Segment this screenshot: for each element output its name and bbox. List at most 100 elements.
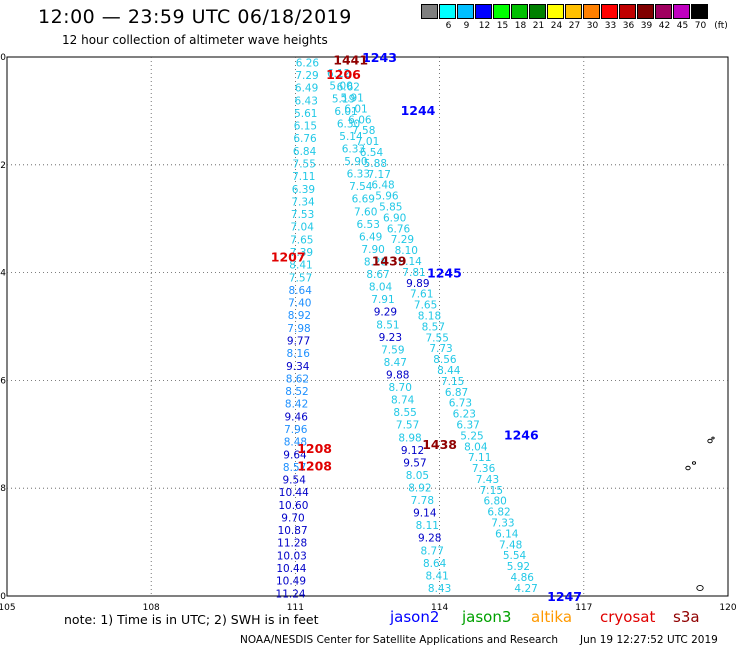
wave-height-value: 9.54 <box>283 475 307 487</box>
legend-item-altika: altika <box>531 608 573 626</box>
wave-height-value: 7.59 <box>381 344 404 356</box>
pass-time-label: 1244 <box>401 103 436 118</box>
wave-height-value: 8.51 <box>376 319 399 331</box>
wave-height-value: 7.96 <box>284 424 308 436</box>
legend-item-jason3: jason3 <box>462 608 512 626</box>
color-swatch <box>673 4 690 19</box>
wave-height-value: 6.54 <box>360 147 384 159</box>
wave-height-value: 6.33 <box>347 169 370 181</box>
island-outline <box>691 461 697 465</box>
color-scale-label: 33 <box>604 21 617 31</box>
wave-height-value: 8.64 <box>423 558 447 570</box>
color-swatch <box>691 4 708 19</box>
color-swatch <box>583 4 600 19</box>
longitude-tick-label: 114 <box>431 603 448 613</box>
wave-height-value: 6.80 <box>483 496 506 508</box>
wave-height-value: 8.67 <box>366 269 389 281</box>
wave-height-value: 7.58 <box>352 125 375 137</box>
wave-height-value: 9.70 <box>281 512 304 524</box>
wave-height-value: 7.60 <box>354 206 377 218</box>
island-outline <box>696 584 704 592</box>
wave-height-value: 6.33 <box>342 143 365 155</box>
wave-height-value: 9.64 <box>283 449 307 461</box>
color-swatch <box>493 4 510 19</box>
wave-height-value: 8.05 <box>406 470 429 482</box>
color-scale-label: 39 <box>640 21 653 31</box>
wave-height-value: 8.74 <box>391 395 415 407</box>
wave-height-value: 7.90 <box>361 244 384 256</box>
wave-height-value: 7.78 <box>411 495 434 507</box>
wave-height-value: 10.03 <box>277 550 307 562</box>
wave-height-value: 8.56 <box>433 354 457 366</box>
color-scale-label: 9 <box>463 21 470 31</box>
wave-height-value: 6.26 <box>296 57 320 69</box>
wave-height-value: 6.84 <box>293 146 317 158</box>
footer-timestamp: Jun 19 12:27:52 UTC 2019 <box>580 634 718 646</box>
wave-height-value: 10.44 <box>279 487 309 499</box>
wave-height-value: 5.90 <box>344 156 367 168</box>
map-frame <box>6 56 729 597</box>
wave-height-value: 9.14 <box>413 508 437 520</box>
wave-height-value: 6.87 <box>445 387 468 399</box>
island-outline <box>685 465 691 471</box>
wave-height-value: 6.15 <box>294 121 317 133</box>
wave-height-value: 5.96 <box>375 191 399 203</box>
pass-time-label: 1208 <box>297 441 332 456</box>
wave-height-value: 5.85 <box>379 202 402 214</box>
wave-height-value: 5.61 <box>294 108 317 120</box>
longitude-tick-label: 117 <box>575 603 592 613</box>
wave-height-value: 6.82 <box>487 507 510 519</box>
wave-height-value: 8.70 <box>389 382 412 394</box>
wave-height-value: 8.14 <box>398 256 422 268</box>
latitude-tick-label: -12 <box>0 161 6 171</box>
pass-time-label: 1206 <box>326 67 361 82</box>
wave-height-value: 9.77 <box>287 335 310 347</box>
wave-height-value: 6.76 <box>387 223 411 235</box>
wave-height-value: 7.17 <box>368 169 391 181</box>
wave-height-value: 7.57 <box>289 272 312 284</box>
wave-height-value: 6.01 <box>334 106 357 118</box>
color-scale-unit: (ft) <box>714 21 728 31</box>
longitude-tick-label: 120 <box>719 603 736 613</box>
footer-credit: NOAA/NESDIS Center for Satellite Applica… <box>240 634 558 646</box>
wave-height-value: 8.92 <box>408 482 431 494</box>
wave-height-value: 8.42 <box>285 399 308 411</box>
wave-height-value: 7.55 <box>426 332 449 344</box>
wave-height-value: 10.44 <box>276 563 306 575</box>
wave-height-value: 9.34 <box>286 361 310 373</box>
pass-time-label: 1207 <box>271 249 306 264</box>
wave-height-value: 7.91 <box>371 294 394 306</box>
wave-height-value: 6.06 <box>348 114 372 126</box>
wave-height-value: 8.11 <box>416 520 439 532</box>
color-swatch <box>529 4 546 19</box>
wave-height-value: 8.43 <box>428 583 451 595</box>
wave-height-value: 5.14 <box>339 131 363 143</box>
color-scale-label: 30 <box>586 21 599 31</box>
wave-height-value: 6.30 <box>337 118 360 130</box>
wave-height-value: 8.16 <box>287 348 311 360</box>
color-scale-label: 15 <box>496 21 509 31</box>
longitude-tick-label: 105 <box>0 603 16 613</box>
wave-height-value: 7.15 <box>441 376 464 388</box>
wave-height-value: 8.41 <box>289 260 312 272</box>
wave-height-value: 8.98 <box>398 432 421 444</box>
wave-height-value: 7.39 <box>290 247 313 259</box>
wave-height-value: 6.76 <box>293 133 317 145</box>
legend-item-jason2: jason2 <box>390 608 440 626</box>
wave-height-value: 8.77 <box>421 545 444 557</box>
pass-time-label: 1243 <box>362 50 397 65</box>
wave-height-value: 6.73 <box>449 398 472 410</box>
legend-item-s3a: s3a <box>673 608 700 626</box>
wave-height-value: 7.54 <box>349 181 373 193</box>
pass-time-label: 1247 <box>547 589 582 604</box>
wave-height-value: 7.73 <box>429 343 452 355</box>
color-scale-label: 27 <box>568 21 581 31</box>
wave-height-value: 8.62 <box>286 373 309 385</box>
pass-time-label: 1246 <box>504 427 539 442</box>
wave-height-value: 9.88 <box>386 369 409 381</box>
wave-height-value: 5.91 <box>340 93 363 105</box>
island-outline <box>707 438 713 444</box>
wave-height-value: 8.41 <box>425 570 448 582</box>
latitude-tick-label: -10 <box>0 53 6 63</box>
